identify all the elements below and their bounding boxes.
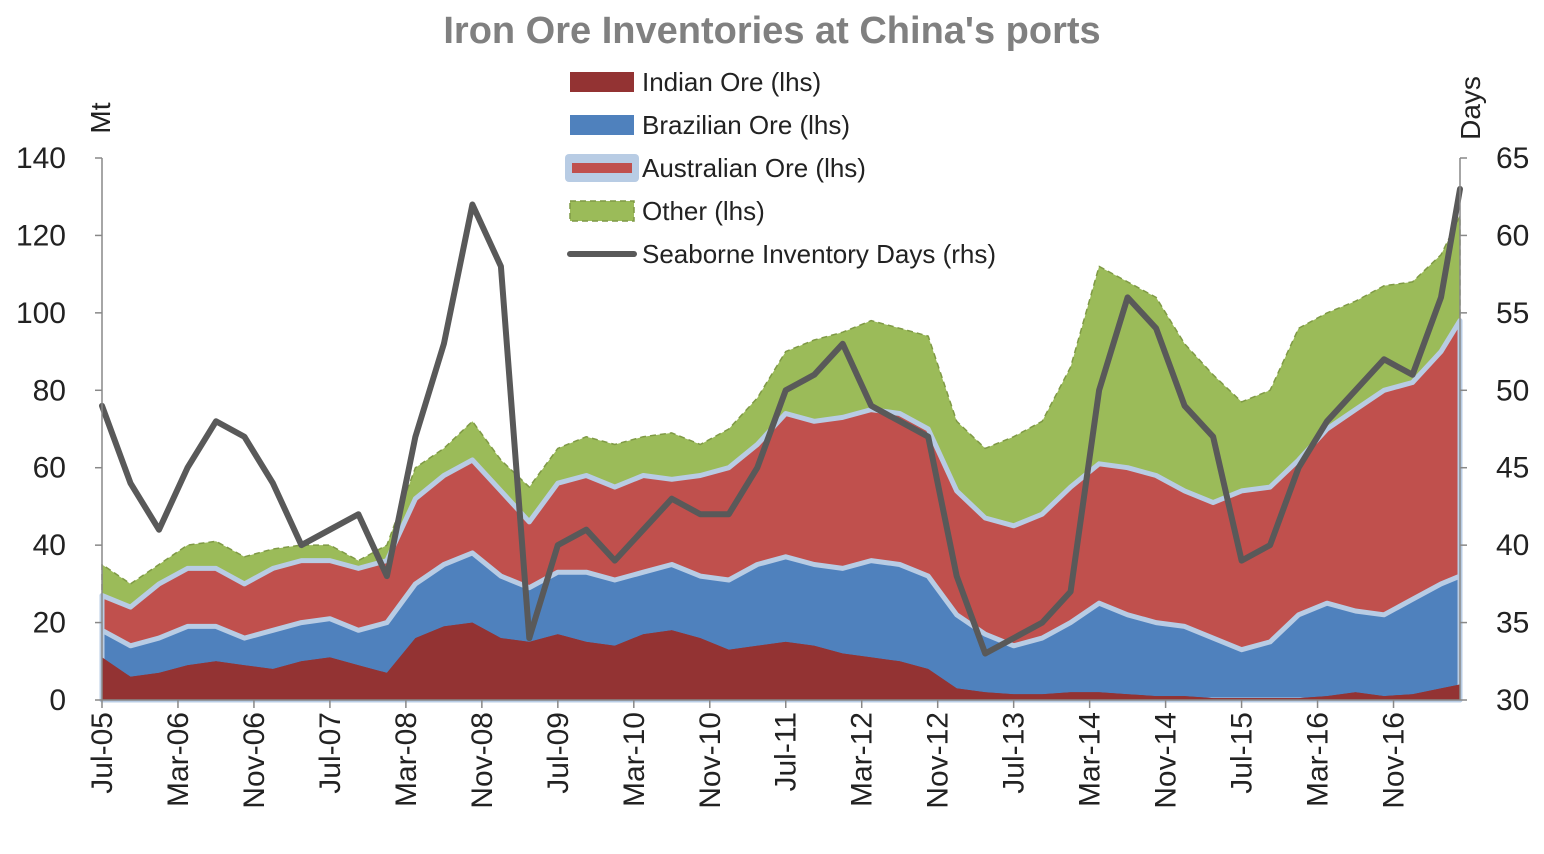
chart-title: Iron Ore Inventories at China's ports — [443, 10, 1101, 52]
x-tick-label: Jul-07 — [314, 712, 347, 794]
left-tick-label: 140 — [16, 142, 66, 175]
x-tick-label: Jul-11 — [770, 712, 803, 791]
legend-label: Brazilian Ore (lhs) — [642, 110, 850, 140]
x-tick-label: Nov-10 — [694, 712, 727, 809]
legend-label: Seaborne Inventory Days (rhs) — [642, 239, 996, 269]
left-tick-label: 80 — [33, 374, 66, 407]
left-tick-label: 20 — [33, 607, 66, 640]
right-tick-label: 45 — [1496, 452, 1529, 485]
x-tick-label: Nov-08 — [466, 712, 499, 809]
legend-label: Other (lhs) — [642, 196, 765, 226]
legend-label: Indian Ore (lhs) — [642, 67, 821, 97]
x-tick-label: Nov-16 — [1378, 712, 1411, 809]
x-tick-label: Mar-14 — [1074, 712, 1107, 807]
legend-item: Australian Ore (lhs) — [565, 153, 866, 183]
right-tick-label: 35 — [1496, 607, 1529, 640]
right-tick-label: 30 — [1496, 684, 1529, 717]
right-tick-label: 50 — [1496, 374, 1529, 407]
x-tick-label: Mar-08 — [390, 712, 423, 807]
x-tick-label: Jul-09 — [542, 712, 575, 794]
x-tick-label: Nov-12 — [922, 712, 955, 809]
axes-group: 0 20 40 60 80 100 120 140 30 35 40 45 50 55 60 65 Jul-05… — [16, 76, 1529, 809]
left-tick-label: 0 — [49, 684, 66, 717]
x-tick-label: Jul-13 — [998, 712, 1031, 794]
left-tick-label: 100 — [16, 297, 66, 330]
right-tick-label: 55 — [1496, 297, 1529, 330]
legend-item: Indian Ore (lhs) — [570, 67, 821, 97]
right-tick-label: 65 — [1496, 142, 1529, 175]
legend: Indian Ore (lhs) Brazilian Ore (lhs) Austr… — [565, 67, 996, 269]
legend-item: Brazilian Ore (lhs) — [570, 110, 850, 140]
area-series-group — [99, 215, 1463, 703]
right-axis-unit: Days — [1455, 76, 1486, 140]
x-tick-label: Jul-15 — [1226, 712, 1259, 794]
x-tick-label: Mar-12 — [846, 712, 879, 807]
x-tick-label: Mar-16 — [1302, 712, 1335, 807]
x-tick-label: Mar-10 — [618, 712, 651, 807]
legend-swatch — [570, 72, 634, 92]
line-seaborne-inventory-days — [99, 186, 1463, 657]
legend-item: Seaborne Inventory Days (rhs) — [567, 239, 996, 269]
left-axis-unit: Mt — [85, 102, 116, 133]
left-tick-label: 60 — [33, 452, 66, 485]
area-indian-fill — [102, 622, 1460, 700]
legend-swatch — [570, 115, 634, 135]
x-tick-label: Jul-05 — [86, 712, 119, 794]
legend-item: Other (lhs) — [569, 196, 765, 226]
right-tick-label: 40 — [1496, 529, 1529, 562]
x-tick-label: Nov-06 — [238, 712, 271, 809]
right-tick-label: 60 — [1496, 219, 1529, 252]
left-tick-label: 40 — [33, 529, 66, 562]
left-tick-label: 120 — [16, 219, 66, 252]
x-tick-label: Mar-06 — [162, 712, 195, 807]
line-series-group — [99, 186, 1463, 657]
legend-label: Australian Ore (lhs) — [642, 153, 866, 183]
legend-swatch — [572, 163, 632, 173]
legend-swatch — [569, 200, 635, 222]
x-tick-label: Nov-14 — [1150, 712, 1183, 809]
